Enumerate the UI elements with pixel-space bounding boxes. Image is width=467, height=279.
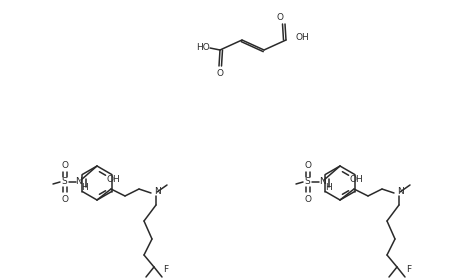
Text: O: O [62, 194, 69, 203]
Text: N: N [318, 177, 325, 186]
Text: HO: HO [196, 44, 210, 52]
Text: H: H [82, 182, 88, 191]
Text: OH: OH [349, 175, 363, 184]
Text: OH: OH [106, 175, 120, 184]
Text: F: F [406, 264, 411, 273]
Text: N: N [76, 177, 82, 186]
Text: O: O [62, 160, 69, 170]
Text: F: F [163, 264, 168, 273]
Text: N: N [397, 187, 404, 196]
Text: O: O [217, 69, 224, 78]
Text: N: N [154, 187, 161, 196]
Text: O: O [304, 194, 311, 203]
Text: H: H [325, 182, 332, 191]
Text: O: O [304, 160, 311, 170]
Text: OH: OH [296, 33, 310, 42]
Text: O: O [276, 13, 283, 21]
Text: S: S [61, 177, 67, 186]
Text: S: S [304, 177, 310, 186]
